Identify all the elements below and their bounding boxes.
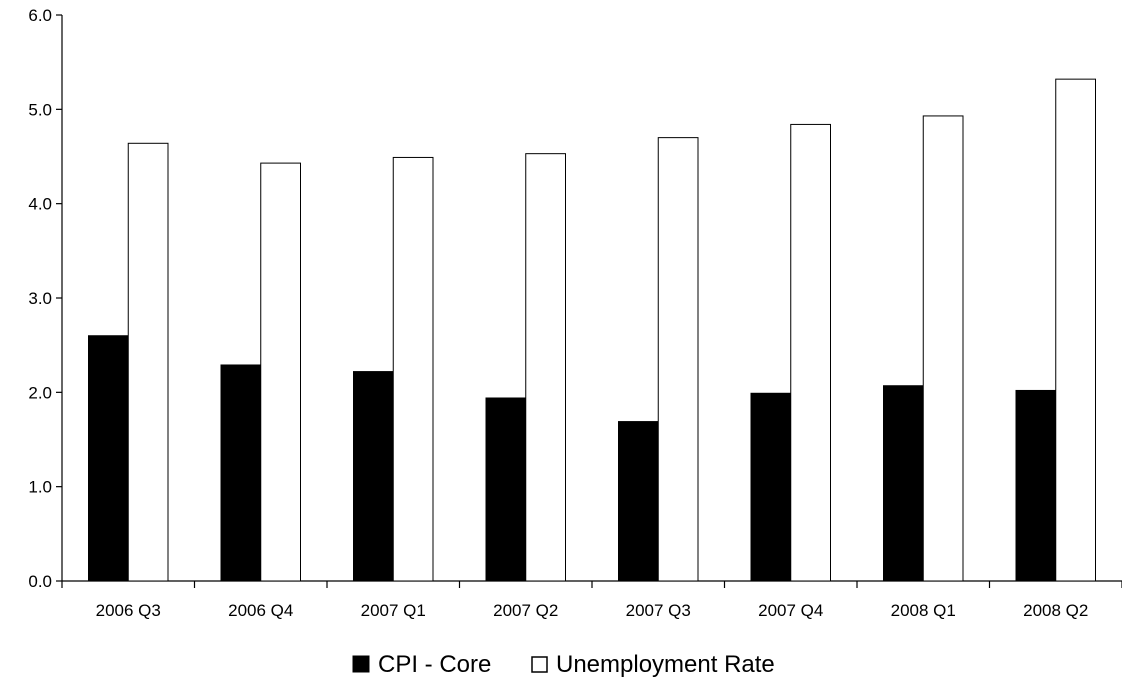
x-tick-label: 2006 Q3 (96, 601, 161, 620)
y-tick-label: 6.0 (28, 6, 52, 25)
x-tick-label: 2007 Q2 (493, 601, 558, 620)
bar-cpi-core (1015, 389, 1057, 582)
bars (88, 78, 1096, 582)
bar-cpi-core (750, 392, 792, 582)
bar-unemployment-rate (1055, 78, 1096, 582)
legend-label-cpi-core: CPI - Core (378, 651, 491, 678)
y-tick-label: 3.0 (28, 289, 52, 308)
bar-cpi-core (485, 397, 527, 582)
bar-cpi-core (353, 371, 394, 582)
bar-unemployment-rate (922, 115, 964, 582)
bar-cpi-core (220, 364, 262, 582)
legend-swatch-unemployment-rate (531, 656, 548, 673)
y-tick-label: 2.0 (28, 383, 52, 402)
bar-cpi-core (618, 421, 659, 582)
y-tick-label: 0.0 (28, 572, 52, 591)
y-tick-label: 1.0 (28, 478, 52, 497)
bar-cpi-core (883, 385, 924, 582)
legend: CPI - Core Unemployment Rate (352, 651, 775, 678)
y-tick-label: 5.0 (28, 100, 52, 119)
legend-label-unemployment-rate: Unemployment Rate (556, 651, 775, 678)
bar-unemployment-rate (260, 162, 301, 582)
bar-unemployment-rate (127, 142, 169, 582)
y-tick-label: 4.0 (28, 195, 52, 214)
x-tick-label: 2007 Q1 (361, 601, 426, 620)
x-tick-label: 2006 Q4 (228, 601, 293, 620)
bar-unemployment-rate (657, 137, 699, 582)
x-tick-label: 2008 Q2 (1023, 601, 1088, 620)
bar-unemployment-rate (392, 156, 434, 582)
x-tick-label: 2008 Q1 (891, 601, 956, 620)
bar-unemployment-rate (525, 153, 566, 582)
bar-cpi-core (88, 335, 129, 582)
x-axis: 2006 Q3 2006 Q4 2007 Q1 2007 Q2 2007 Q3 2007 … (61, 580, 1122, 620)
y-axis: 0.0 1.0 2.0 3.0 4.0 5.0 6.0 (28, 6, 63, 591)
x-tick-label: 2007 Q4 (758, 601, 823, 620)
x-tick-label: 2007 Q3 (626, 601, 691, 620)
legend-swatch-cpi-core (352, 655, 370, 673)
bar-unemployment-rate (790, 123, 831, 582)
